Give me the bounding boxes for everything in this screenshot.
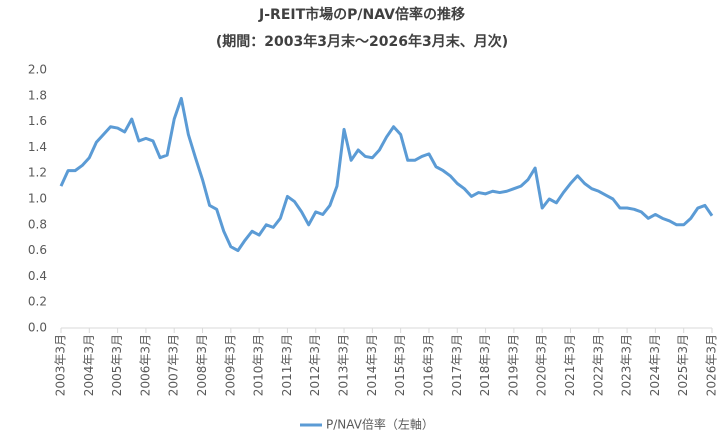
y-tick-label: 0.2 [28, 295, 47, 309]
y-tick-label: 1.6 [28, 114, 47, 128]
x-tick-label: 2018年3月 [478, 334, 492, 396]
x-tick-label: 2013年3月 [337, 334, 351, 396]
y-tick-label: 0.6 [28, 243, 47, 257]
legend-label: P/NAV倍率（左軸） [326, 417, 434, 432]
x-tick-label: 2021年3月 [563, 334, 577, 396]
x-tick-label: 2019年3月 [506, 334, 520, 396]
y-tick-label: 2.0 [28, 63, 47, 77]
x-tick-label: 2005年3月 [110, 334, 124, 396]
y-tick-label: 1.8 [28, 88, 47, 102]
x-tick-label: 2004年3月 [82, 334, 96, 396]
x-tick-label: 2007年3月 [167, 334, 181, 396]
x-tick-label: 2017年3月 [450, 334, 464, 396]
x-tick-label: 2015年3月 [393, 334, 407, 396]
y-tick-label: 1.0 [28, 192, 47, 206]
line-series [59, 96, 714, 253]
y-tick-label: 0.0 [28, 321, 47, 335]
y-tick-label: 0.8 [28, 217, 47, 231]
x-tick-label: 2025年3月 [676, 334, 690, 396]
chart-title: J-REIT市場のP/NAV倍率の推移 [258, 6, 465, 23]
x-tick-label: 2012年3月 [308, 334, 322, 396]
x-tick-label: 2024年3月 [648, 334, 662, 396]
y-tick-label: 1.2 [28, 166, 47, 180]
x-tick-label: 2020年3月 [535, 334, 549, 396]
y-tick-label: 1.4 [28, 140, 47, 154]
x-tick-label: 2014年3月 [365, 334, 379, 396]
x-tick-label: 2010年3月 [252, 334, 266, 396]
x-tick-label: 2009年3月 [223, 334, 237, 396]
x-tick-label: 2022年3月 [591, 334, 605, 396]
x-tick-label: 2003年3月 [54, 334, 68, 396]
x-tick-label: 2011年3月 [280, 334, 294, 396]
x-tick-label: 2023年3月 [620, 334, 634, 396]
chart-subtitle: (期間：2003年3月末～2026年3月末、月次) [216, 33, 508, 50]
x-tick-label: 2006年3月 [138, 334, 152, 396]
x-tick-label: 2008年3月 [195, 334, 209, 396]
x-tick-label: 2026年3月 [705, 334, 719, 396]
x-tick-label: 2016年3月 [421, 334, 435, 396]
y-tick-label: 0.4 [28, 269, 47, 283]
